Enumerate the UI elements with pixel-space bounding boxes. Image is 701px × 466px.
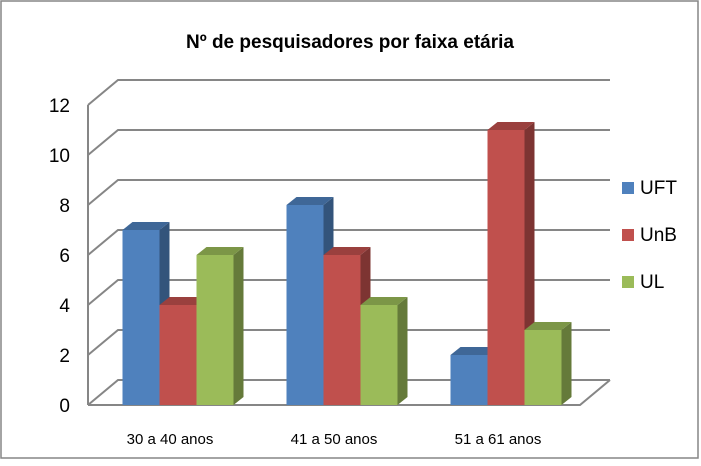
chart-title: Nº de pesquisadores por faixa etária <box>186 32 514 53</box>
x-tick-label: 51 a 61 anos <box>455 431 542 448</box>
bar-side <box>397 297 408 405</box>
bar <box>360 305 398 405</box>
grid-line <box>87 279 610 306</box>
legend-swatch <box>622 229 634 241</box>
grid-line <box>87 79 610 106</box>
y-tick-label: 4 <box>59 296 70 317</box>
grid-line <box>87 329 610 356</box>
legend-swatch <box>622 182 634 194</box>
bar-top <box>286 197 334 205</box>
legend-swatch <box>622 276 634 288</box>
bar-side <box>561 322 572 405</box>
x-tick-label: 30 a 40 anos <box>127 431 214 448</box>
bar-top <box>360 297 408 305</box>
y-tick-label: 6 <box>59 246 70 267</box>
bar-side <box>233 247 244 405</box>
bar <box>487 130 525 405</box>
y-tick-label: 10 <box>49 146 70 167</box>
grid-line <box>87 229 610 256</box>
grid-line <box>87 129 610 156</box>
bar <box>122 230 160 405</box>
grid-line <box>87 379 610 406</box>
bar <box>196 255 234 405</box>
bar-top <box>122 222 170 230</box>
bar <box>159 305 197 405</box>
bar <box>450 355 488 405</box>
bar <box>323 255 361 405</box>
y-tick-label: 8 <box>59 196 70 217</box>
legend-label: UFT <box>640 178 677 199</box>
grid-line <box>87 179 610 206</box>
floor-edge <box>88 379 611 406</box>
y-tick-label: 0 <box>59 396 70 417</box>
bar-top <box>450 347 498 355</box>
legend-label: UnB <box>640 225 677 246</box>
bar-top <box>159 297 207 305</box>
bar <box>524 330 562 405</box>
y-tick-label: 2 <box>59 346 70 367</box>
y-tick-label: 12 <box>49 96 70 117</box>
bar <box>286 205 324 405</box>
bar-top <box>524 322 572 330</box>
x-tick-label: 41 a 50 anos <box>291 431 378 448</box>
legend-label: UL <box>640 272 664 293</box>
bar-top <box>196 247 244 255</box>
bar-top <box>323 247 371 255</box>
bar-top <box>487 122 535 130</box>
